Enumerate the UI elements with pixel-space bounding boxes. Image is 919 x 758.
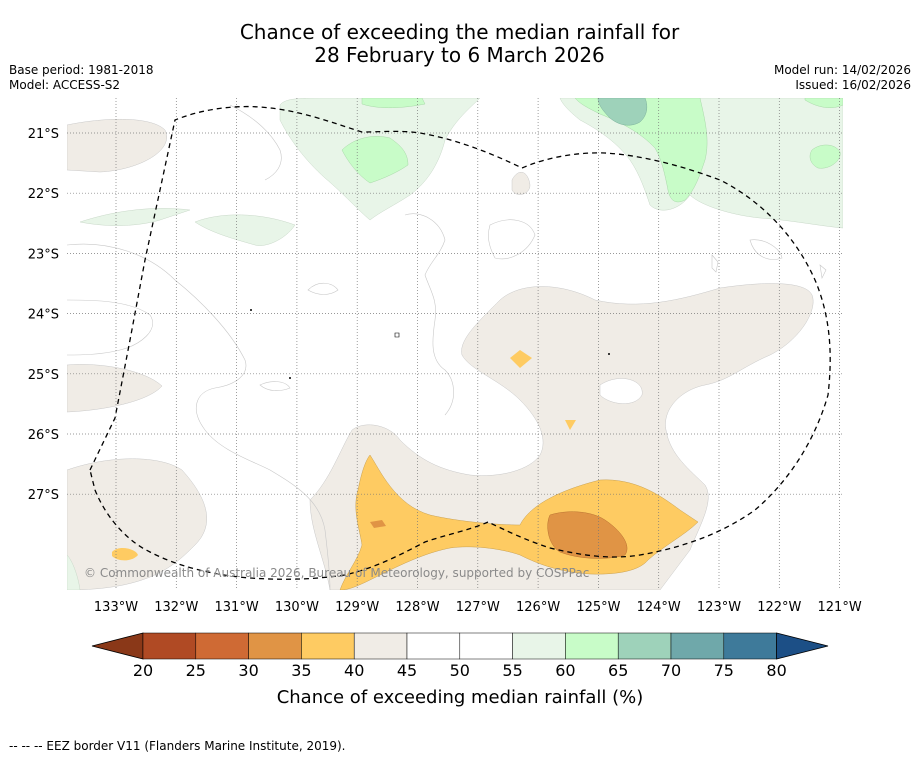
colorbar-swatch-60_65 [565,632,619,660]
chart-title-line1: Chance of exceeding the median rainfall … [239,20,680,44]
issued-date: Issued: 16/02/2026 [795,78,911,92]
colorbar-swatch-65_70 [617,632,672,660]
colorbar-tick-labels: 20 25 30 35 40 45 50 55 60 65 70 75 80 [133,661,787,680]
colorbar-tick-label: 30 [238,661,258,680]
contour-30-35-south [547,511,628,559]
colorbar-tick-label: 60 [555,661,575,680]
colorbar-extend-low [91,632,144,660]
colorbar-tick-label: 70 [661,661,681,680]
longitude-label: 128°W [395,600,439,615]
longitude-label: 127°W [456,600,500,615]
colorbar [91,632,829,660]
base-period: Base period: 1981-2018 [9,63,154,77]
contour-35-40-small-a [510,350,532,368]
contour-speck-a [394,332,400,338]
contour-speck-c [289,377,291,379]
latitude-label: 27°S [28,488,59,503]
latitude-labels: 21°S 22°S 23°S 24°S 25°S 26°S 27°S [28,127,59,503]
contour-65-70-northeast [597,98,648,126]
colorbar-swatch-45_50 [406,632,461,660]
colorbar-swatch-70_75 [670,632,725,660]
longitude-label: 125°W [576,600,620,615]
contour-55-60-west [79,208,191,226]
contour-40-45-southwest [67,458,207,590]
contour-60-65-northeast [574,98,708,203]
colorbar-tick-label: 80 [766,661,786,680]
contour-55-60-west-b [194,214,296,246]
colorbar-tick-label: 55 [502,661,522,680]
latitude-label: 25°S [28,368,59,383]
contour-60-65-north-b [341,136,409,184]
map-area: © Commonwealth of Australia 2026, Bureau… [67,98,843,590]
latitude-label: 23°S [28,247,59,262]
colorbar-label: Chance of exceeding median rainfall (%) [277,687,644,708]
longitude-label: 133°W [94,600,138,615]
contour-35-40-small-c [112,548,138,561]
longitude-label: 129°W [335,600,379,615]
contour-60-65-north-a [361,98,426,109]
contour-35-40-small-b [565,420,576,430]
model-name: Model: ACCESS-S2 [9,78,121,92]
longitude-label: 132°W [154,600,198,615]
contour-40-45-west [67,364,163,413]
longitude-label: 126°W [516,600,560,615]
colorbar-tick-label: 50 [450,661,470,680]
colorbar-swatch-35_40 [301,632,355,660]
contour-40-45-small-east [511,172,531,195]
colorbar-swatch-25_30 [195,632,249,660]
colorbar-swatch-30_35 [248,632,302,660]
colorbar-tick-label: 20 [133,661,153,680]
colorbar-swatch-20_25 [142,632,197,660]
longitude-label: 130°W [275,600,319,615]
longitude-labels: 133°W 132°W 131°W 130°W 129°W 128°W 127°W 126°W… [94,600,862,615]
longitude-label: 121°W [818,600,862,615]
contour-55-60-southwest [67,554,81,590]
longitude-label: 123°W [697,600,741,615]
contour-speck-b [608,353,610,355]
contour-60-65-ne-corner [804,98,843,108]
longitude-label: 122°W [757,600,801,615]
longitude-label: 131°W [215,600,259,615]
eez-border [89,105,831,580]
contour-speck-d [250,309,252,311]
colorbar-tick-label: 25 [186,661,206,680]
gridlines [67,98,843,590]
contour-40-45-northwest [67,118,167,173]
contour-30-35-small [370,520,386,528]
model-run: Model run: 14/02/2026 [773,63,911,77]
latitude-label: 24°S [28,308,59,323]
copyright-text: © Commonwealth of Australia 2026, Bureau… [84,566,589,580]
eez-legend-note: -- -- -- EEZ border V11 (Flanders Marine… [9,739,346,753]
colorbar-tick-label: 65 [608,661,628,680]
colorbar-tick-label: 40 [344,661,364,680]
colorbar-tick-label: 75 [714,661,734,680]
colorbar-swatch-75_80 [723,632,777,660]
colorbar-tick-label: 35 [291,661,311,680]
contour-60-65-east [809,144,841,169]
latitude-label: 22°S [28,187,59,202]
chart-title-line2: 28 February to 6 March 2026 [314,43,605,67]
latitude-label: 26°S [28,428,59,443]
colorbar-swatch-50_55 [459,632,513,660]
contour-45-50-hole [599,378,643,404]
colorbar-tick-label: 45 [397,661,417,680]
contour-lines-50 [67,104,827,590]
colorbar-swatch-55_60 [512,632,566,660]
colorbar-extend-high [776,632,829,660]
colorbar-swatch-40_45 [353,632,408,660]
latitude-label: 21°S [28,127,59,142]
longitude-label: 124°W [637,600,681,615]
